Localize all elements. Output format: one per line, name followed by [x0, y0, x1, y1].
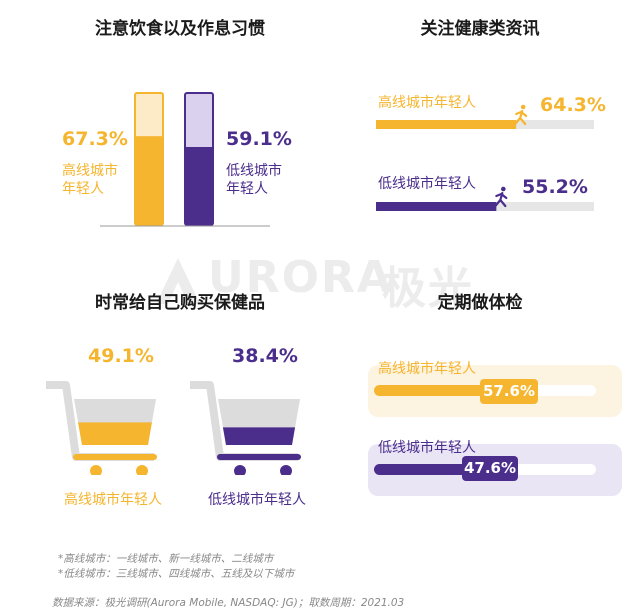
cart-fill: [222, 427, 296, 445]
supplements-cart-chart: [46, 381, 301, 475]
diet-low-value: 59.1%: [226, 128, 292, 150]
news-high-label: 高线城市年轻人: [378, 95, 476, 111]
news-bar: [376, 120, 517, 129]
cart-wheel: [90, 465, 102, 475]
cart-fill: [78, 422, 152, 445]
cart-wheel: [280, 465, 292, 475]
watermark-brand: URORA: [208, 252, 393, 303]
checkup-bar: [374, 464, 480, 475]
news-bar: [376, 202, 497, 211]
watermark: URORA 极光: [150, 250, 490, 314]
checkup-low-chip: 47.6%: [462, 456, 518, 481]
aurora-logo-icon: [156, 258, 200, 304]
diet-high-value: 67.3%: [62, 128, 128, 150]
diet-high-label-2: 年轻人: [62, 181, 104, 197]
diet-low-label-1: 低线城市: [226, 163, 282, 179]
news-low-label: 低线城市年轻人: [378, 176, 476, 192]
diet-bar-chart: [100, 92, 270, 227]
checkup-low-label: 低线城市年轻人: [378, 440, 476, 456]
diet-bar: [185, 146, 213, 225]
checkup-bar: [374, 385, 502, 396]
note-low-cities: *低线城市：三线城市、四线城市、五线及以下城市: [58, 568, 295, 580]
data-source: 数据来源：极光调研(Aurora Mobile, NASDAQ: JG)；取数周…: [52, 597, 405, 609]
supp-high-label: 高线城市年轻人: [64, 492, 162, 508]
news-high-value: 64.3%: [540, 94, 606, 116]
runner-icon: [494, 186, 508, 208]
checkup-high-label: 高线城市年轻人: [378, 361, 476, 377]
diet-high-label-1: 高线城市: [62, 163, 118, 179]
panel-title-supplements: 时常给自己购买保健品: [95, 293, 265, 313]
watermark-cn: 极光: [382, 263, 474, 314]
news-bar-chart: [376, 104, 594, 211]
diet-bar: [135, 136, 163, 225]
note-high-cities: *高线城市：一线城市、新一线城市、二线城市: [58, 553, 274, 565]
panel-title-diet: 注意饮食以及作息习惯: [95, 19, 265, 39]
supp-high-value: 49.1%: [88, 345, 154, 367]
panel-title-checkup: 定期做体检: [437, 293, 523, 313]
news-low-value: 55.2%: [522, 176, 588, 198]
cart-wheel: [234, 465, 246, 475]
supp-low-value: 38.4%: [232, 345, 298, 367]
supp-low-label: 低线城市年轻人: [208, 492, 306, 508]
panel-title-news: 关注健康类资讯: [420, 19, 540, 39]
cart-wheel: [136, 465, 148, 475]
checkup-high-chip: 57.6%: [480, 379, 538, 404]
runner-icon: [514, 104, 528, 126]
diet-low-label-2: 年轻人: [226, 181, 268, 197]
